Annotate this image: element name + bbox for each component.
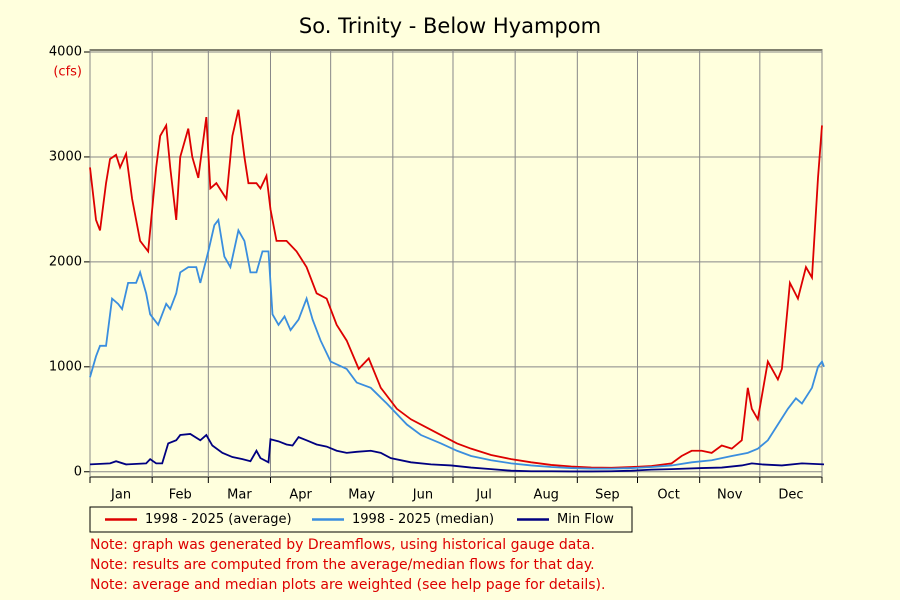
x-tick-label: Mar — [227, 488, 252, 503]
legend-label: 1998 - 2025 (median) — [352, 512, 494, 527]
series-line — [89, 109, 823, 469]
note: Note: results are computed from the aver… — [90, 557, 595, 573]
x-tick-label: Jun — [412, 488, 433, 503]
series-line — [89, 433, 825, 473]
note: Note: average and median plots are weigh… — [90, 577, 605, 593]
x-tick-label: Feb — [169, 488, 192, 503]
y-tick-label: 1000 — [49, 359, 82, 374]
note: Note: graph was generated by Dreamflows,… — [90, 537, 595, 553]
legend-label: 1998 - 2025 (average) — [145, 512, 292, 527]
y-tick-label: 2000 — [49, 254, 82, 269]
x-tick-label: Jul — [475, 488, 492, 503]
x-tick-label: May — [348, 488, 375, 503]
series-line — [89, 217, 825, 470]
x-tick-label: Aug — [534, 488, 559, 503]
y-tick-label: 3000 — [49, 149, 82, 164]
y-axis-label: (cfs) — [53, 65, 82, 80]
x-tick-label: Apr — [289, 488, 312, 503]
x-tick-label: Nov — [717, 488, 743, 503]
y-tick-label: 0 — [74, 464, 82, 479]
chart-title: So. Trinity - Below Hyampom — [299, 14, 601, 38]
y-tick-label: 4000 — [49, 45, 82, 60]
x-tick-label: Sep — [595, 488, 620, 503]
x-tick-label: Jan — [110, 488, 131, 503]
legend-label: Min Flow — [557, 512, 614, 527]
x-tick-label: Dec — [778, 488, 803, 503]
x-tick-label: Oct — [657, 488, 679, 503]
